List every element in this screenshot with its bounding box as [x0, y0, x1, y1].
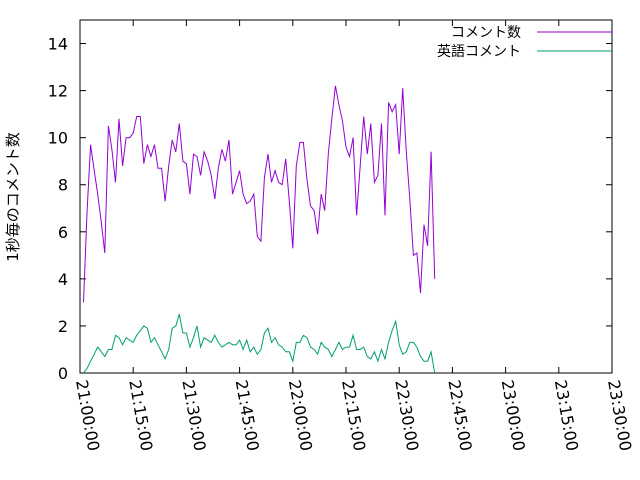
- y-tick-label: 0: [58, 364, 68, 383]
- x-tick-label: 21:00:00: [72, 378, 103, 452]
- y-tick-label: 14: [48, 35, 68, 54]
- series-layer: [83, 85, 436, 374]
- series-line-2: [83, 314, 436, 374]
- x-tick-label: 23:30:00: [604, 378, 635, 452]
- plot-frame: [79, 19, 613, 374]
- x-tick-label: 22:00:00: [285, 378, 316, 452]
- y-tick-label: 8: [58, 176, 68, 195]
- x-tick-label: 21:45:00: [232, 378, 263, 452]
- x-tick-label: 23:00:00: [498, 378, 529, 452]
- legend-label-2: 英語コメント: [437, 43, 521, 60]
- y-tick-labels: 0 2 4 6 8 10 12 14: [48, 35, 68, 383]
- x-tick-label: 21:30:00: [178, 378, 209, 452]
- legend-label-1: コメント数: [451, 25, 521, 41]
- x-tick-label: 21:15:00: [125, 378, 156, 452]
- y-tick-label: 12: [48, 82, 68, 101]
- x-tick-label: 22:30:00: [391, 378, 422, 452]
- series-line-1: [83, 85, 436, 303]
- x-tick-label: 22:15:00: [338, 378, 369, 452]
- x-tick-labels: 21:00:00 21:15:00 21:30:00 21:45:00 22:00:00…: [72, 378, 635, 452]
- axis-ticks: [79, 20, 613, 374]
- y-tick-label: 6: [58, 223, 68, 242]
- y-tick-label: 2: [58, 317, 68, 336]
- y-tick-label: 4: [58, 270, 68, 289]
- x-tick-label: 23:15:00: [551, 378, 582, 452]
- y-axis-label: 1秒毎のコメント数: [4, 132, 22, 262]
- x-tick-label: 22:45:00: [444, 378, 475, 452]
- y-tick-label: 10: [48, 129, 68, 148]
